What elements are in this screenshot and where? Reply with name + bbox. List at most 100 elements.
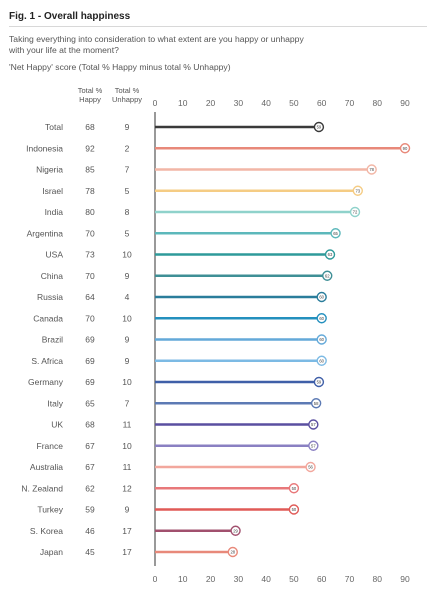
happy-value: 70	[85, 228, 95, 238]
net-happy-marker	[305, 461, 316, 473]
net-happy-data-label: 78	[369, 167, 374, 172]
x-tick-label-bottom: 50	[289, 574, 299, 584]
happy-value: 78	[85, 186, 95, 196]
figure-title: Fig. 1 - Overall happiness	[9, 11, 131, 22]
country-label: Russia	[37, 292, 63, 302]
net-happy-marker	[352, 185, 363, 196]
net-happy-marker	[230, 525, 241, 536]
country-label: Japan	[40, 547, 63, 557]
unhappy-value: 7	[125, 398, 130, 408]
net-happy-data-label: 59	[317, 380, 322, 385]
net-happy-data-label: 90	[403, 146, 408, 151]
country-label: S. Africa	[31, 356, 63, 366]
happy-value: 68	[85, 420, 95, 430]
happy-value: 64	[85, 292, 95, 302]
net-happy-data-label: 50	[292, 507, 297, 512]
net-happy-marker	[313, 121, 325, 133]
net-happy-data-label: 65	[333, 231, 338, 236]
net-happy-data-label: 73	[355, 188, 360, 193]
unhappy-column-header: Total %	[115, 86, 140, 95]
happy-value: 70	[85, 313, 95, 323]
net-happy-marker	[349, 206, 361, 218]
happy-value: 69	[85, 356, 95, 366]
unhappy-value: 9	[125, 335, 130, 345]
country-label: USA	[46, 250, 64, 260]
net-happy-data-label: 72	[353, 210, 358, 215]
happy-value: 92	[85, 143, 95, 153]
net-happy-marker	[399, 143, 411, 154]
net-happy-data-label: 60	[319, 316, 324, 321]
x-tick-label-top: 70	[345, 98, 355, 108]
x-tick-label-top: 0	[153, 98, 158, 108]
country-label: Total	[45, 122, 63, 132]
country-label: UK	[51, 420, 63, 430]
unhappy-value: 4	[125, 292, 130, 302]
net-happy-marker	[308, 419, 319, 430]
net-happy-marker	[308, 440, 319, 451]
net-happy-data-label: 59	[317, 125, 322, 130]
x-tick-label-bottom: 10	[178, 574, 188, 584]
unhappy-value: 8	[125, 207, 130, 217]
unhappy-value: 17	[122, 547, 132, 557]
x-tick-label-bottom: 90	[400, 574, 410, 584]
happy-value: 67	[85, 462, 95, 472]
unhappy-value: 10	[122, 250, 132, 260]
net-happy-marker	[324, 249, 336, 260]
happy-value: 69	[85, 377, 95, 387]
country-label: Australia	[30, 462, 63, 472]
x-tick-label-bottom: 70	[345, 574, 355, 584]
country-label: Turkey	[37, 505, 63, 515]
unhappy-value: 5	[125, 228, 130, 238]
net-happy-data-label: 57	[311, 443, 316, 448]
unhappy-value: 5	[125, 186, 130, 196]
net-happy-data-label: 63	[328, 252, 333, 257]
happy-value: 62	[85, 483, 95, 493]
country-label: N. Zealand	[21, 483, 63, 493]
country-label: France	[37, 441, 64, 451]
x-tick-label-top: 40	[261, 98, 271, 108]
happy-column-header: Happy	[79, 95, 101, 104]
survey-question: Taking everything into consideration to …	[9, 34, 304, 55]
net-happy-data-label: 29	[233, 528, 238, 533]
country-label: Canada	[33, 313, 63, 323]
x-tick-label-bottom: 0	[153, 574, 158, 584]
unhappy-value: 9	[125, 122, 130, 132]
net-happy-marker	[316, 313, 327, 324]
country-label: Indonesia	[26, 143, 63, 153]
x-tick-label-top: 90	[400, 98, 410, 108]
x-tick-label-bottom: 30	[234, 574, 244, 584]
country-label: China	[41, 271, 63, 281]
net-happy-data-label: 28	[230, 550, 235, 555]
happy-value: 59	[85, 505, 95, 515]
unhappy-value: 17	[122, 526, 132, 536]
country-label: Israel	[42, 186, 63, 196]
net-happy-marker	[330, 228, 341, 239]
country-label: S. Korea	[30, 526, 63, 536]
net-happy-marker	[288, 504, 300, 515]
net-happy-marker	[322, 270, 333, 281]
net-happy-marker	[310, 398, 322, 409]
x-tick-label-top: 80	[373, 98, 383, 108]
net-happy-data-label: 57	[311, 422, 316, 427]
chart-subtitle: 'Net Happy' score (Total % Happy minus t…	[9, 62, 231, 72]
x-tick-label-top: 20	[206, 98, 216, 108]
happy-column-header: Total %	[78, 86, 103, 95]
country-label: Germany	[28, 377, 64, 387]
net-happy-marker	[316, 355, 327, 366]
x-tick-label-top: 30	[234, 98, 244, 108]
happy-value: 85	[85, 165, 95, 175]
unhappy-value: 10	[122, 441, 132, 451]
x-tick-label-bottom: 60	[317, 574, 327, 584]
net-happy-data-label: 50	[292, 486, 297, 491]
title-divider	[9, 26, 427, 27]
happy-value: 46	[85, 526, 95, 536]
happy-value: 65	[85, 398, 95, 408]
country-label: Argentina	[27, 228, 64, 238]
unhappy-value: 12	[122, 483, 132, 493]
net-happy-marker	[366, 164, 377, 175]
country-label: Brazil	[42, 335, 63, 345]
net-happy-marker	[313, 376, 325, 388]
x-tick-label-bottom: 40	[261, 574, 271, 584]
unhappy-value: 9	[125, 505, 130, 515]
